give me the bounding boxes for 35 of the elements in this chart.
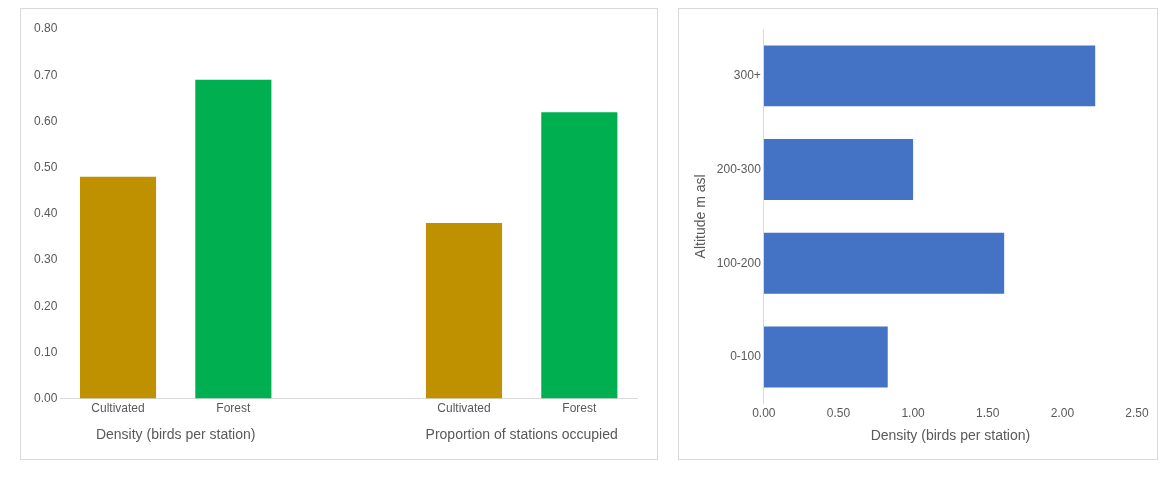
bar: [195, 79, 272, 399]
x-tick-label: Forest: [562, 401, 597, 416]
bar: [763, 139, 914, 200]
x-tick-label: 1.00: [901, 406, 926, 421]
bar: [763, 326, 888, 388]
bar: [763, 45, 1096, 107]
y-tick-label: 0.70: [34, 67, 58, 82]
y-tick-label: 200-300: [716, 161, 762, 176]
text: Proportion of stations occupied: [425, 426, 618, 443]
bar: [763, 232, 1005, 294]
bar: [425, 223, 503, 399]
y-tick-label: 300+: [733, 68, 761, 83]
x-tick-label: 0.50: [826, 406, 851, 421]
y-tick-label: 0.60: [34, 113, 58, 128]
bar: [541, 112, 618, 399]
bar: [79, 176, 157, 399]
y-tick-label: 0.00: [34, 390, 58, 405]
x-tick-label: Cultivated: [437, 401, 491, 416]
y-tick-label: 0.50: [34, 159, 58, 174]
y-axis-title: Altitude m asl: [692, 174, 709, 259]
y-tick-label: 0.30: [34, 252, 58, 267]
x-tick-label: 2.00: [1050, 406, 1075, 421]
x-tick-label: 0.00: [752, 406, 776, 421]
x-tick-label: Forest: [216, 401, 252, 416]
text: Density (birds per station): [95, 426, 256, 443]
y-tick-label: 0.20: [34, 298, 58, 313]
x-tick-label: Cultivated: [91, 401, 145, 416]
y-tick-label: 0-100: [730, 349, 762, 364]
x-tick-label: 2.50: [1125, 406, 1149, 421]
y-tick-label: 100-200: [716, 255, 762, 270]
y-tick-label: 0.10: [34, 344, 58, 359]
x-tick-label: 1.50: [976, 406, 1000, 421]
x-axis-title: Density (birds per station): [870, 427, 1031, 444]
y-tick-label: 0.40: [34, 206, 58, 221]
y-tick-label: 0.80: [34, 21, 58, 36]
